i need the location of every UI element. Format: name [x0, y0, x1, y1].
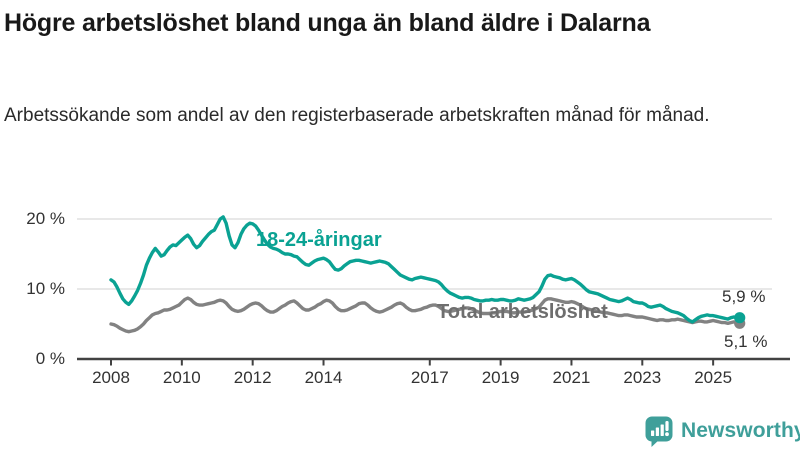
series-line-0	[109, 215, 742, 324]
x-tick-label: 2019	[481, 368, 520, 387]
x-tick-label: 2012	[233, 368, 272, 387]
series-label-total: Total arbetslöshet	[437, 301, 608, 323]
chart-subtitle: Arbetssökande som andel av den registerb…	[4, 105, 710, 126]
series-line-1	[109, 296, 742, 334]
newsworthy-wordmark: Newsworthy	[681, 419, 800, 442]
x-tick-label: 2023	[623, 368, 662, 387]
x-tick-label: 2017	[410, 368, 449, 387]
page-title: Högre arbetslöshet bland unga än bland ä…	[4, 9, 651, 37]
series-end-dot-0	[734, 312, 746, 324]
x-tick-label: 2014	[304, 368, 343, 387]
bar-chart-speech-bubble-icon	[645, 416, 673, 447]
y-tick-label: 0 %	[35, 349, 65, 368]
newsworthy-logo[interactable]: Newsworthy	[644, 414, 800, 448]
y-tick-label: 10 %	[26, 279, 65, 298]
series-label-youth: 18-24-åringar	[256, 229, 382, 251]
x-tick-label: 2025	[694, 368, 733, 387]
end-value-label-total: 5,1 %	[724, 332, 768, 351]
x-tick-label: 2021	[552, 368, 591, 387]
y-tick-label: 20 %	[26, 209, 65, 228]
end-value-label-youth: 5,9 %	[722, 287, 766, 306]
x-tick-label: 2008	[92, 368, 130, 387]
x-tick-label: 2010	[162, 368, 201, 387]
